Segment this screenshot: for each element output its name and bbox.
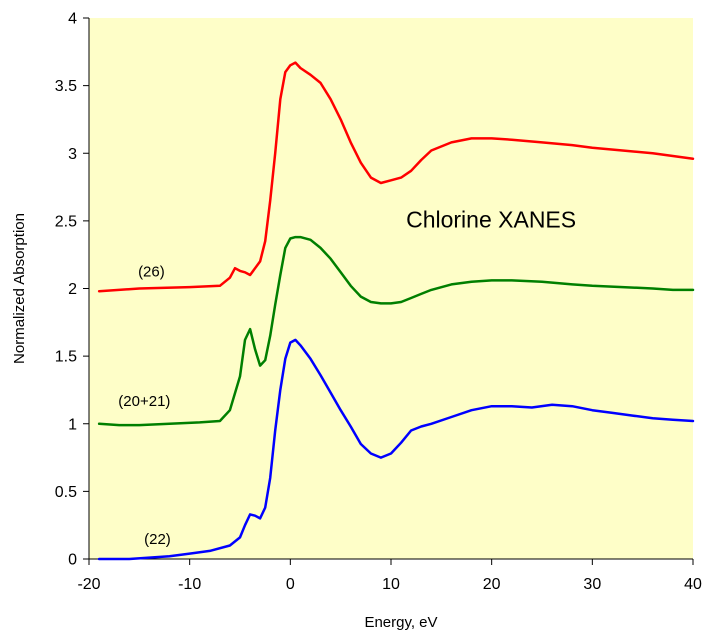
y-tick-label: 4 [68,11,77,28]
y-tick-label: 1 [68,416,77,433]
blue-series-label: (22) [144,531,171,548]
y-tick-label: 1.5 [55,349,77,366]
series-line [97,338,695,561]
x-axis-title: Energy, eV [364,614,437,631]
series-line [97,235,695,427]
chlorine-xanes-annotation: Chlorine XANES [406,207,576,233]
red-series-label: (26) [138,263,165,280]
y-tick-label: 2.5 [55,213,77,230]
green-series-label: (20+21) [118,393,170,410]
y-tick-label: 0.5 [55,484,77,501]
series-line [97,61,695,293]
y-tick-label: 2 [68,281,77,298]
y-axis-title: Normalized Absorption [11,213,28,364]
x-tick-label: 20 [483,576,501,593]
y-axis-ticks: 0 0.5 1 1.5 2 2.5 3 3.5 4 [55,11,89,569]
data-series-group [97,61,695,561]
x-tick-label: 30 [583,576,601,593]
plot-area-background [89,18,693,559]
y-tick-label: 3 [68,146,77,163]
x-tick-label: -10 [178,576,201,593]
x-tick-label: 0 [286,576,295,593]
x-tick-label: 10 [382,576,400,593]
y-tick-label: 0 [68,552,77,569]
x-axis-ticks: -20 -10 0 10 20 30 40 [77,559,702,593]
x-tick-label: 40 [684,576,702,593]
y-tick-label: 3.5 [55,78,77,95]
x-tick-label: -20 [77,576,100,593]
